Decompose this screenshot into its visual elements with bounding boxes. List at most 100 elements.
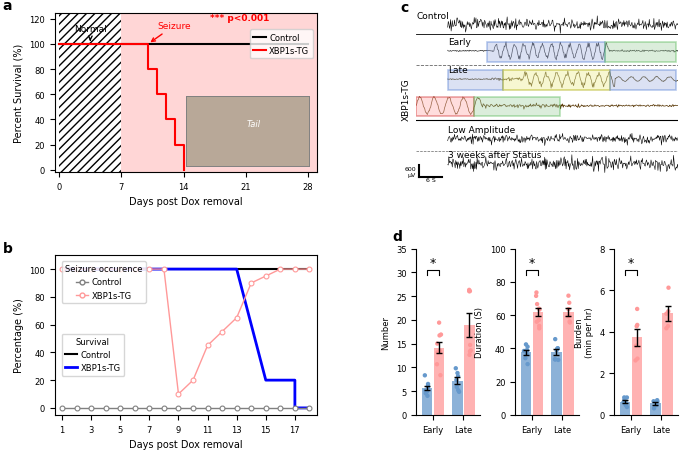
Point <box>649 405 660 412</box>
Point <box>465 347 476 354</box>
Point <box>434 348 445 355</box>
Point <box>661 310 672 318</box>
Point <box>432 361 443 368</box>
Point <box>521 347 532 354</box>
Point <box>632 322 643 329</box>
Point <box>550 336 561 343</box>
Point <box>534 325 545 332</box>
Y-axis label: Burden
(min per hr): Burden (min per hr) <box>574 307 594 357</box>
Bar <box>620 402 630 415</box>
Point <box>434 332 445 339</box>
Text: c: c <box>401 1 409 15</box>
Point <box>563 292 574 299</box>
Point <box>464 341 475 349</box>
Text: *: * <box>430 256 436 269</box>
Point <box>464 287 475 294</box>
Point <box>552 345 563 352</box>
Point <box>423 384 434 391</box>
Bar <box>610 71 675 91</box>
Point <box>464 288 475 295</box>
Point <box>563 306 574 313</box>
Bar <box>464 325 475 415</box>
Point <box>519 348 530 355</box>
Point <box>564 313 575 320</box>
Text: *: * <box>529 256 535 269</box>
Point <box>532 301 543 308</box>
Point <box>534 322 545 330</box>
Y-axis label: Duration (S): Duration (S) <box>475 307 484 358</box>
Point <box>521 341 532 348</box>
Text: Normal: Normal <box>74 25 107 41</box>
Bar <box>563 312 574 415</box>
X-axis label: Days post Dox removal: Days post Dox removal <box>129 439 242 449</box>
Point <box>652 398 663 405</box>
Point <box>520 355 531 362</box>
Point <box>531 293 542 300</box>
Point <box>564 319 575 327</box>
Point <box>552 345 563 352</box>
X-axis label: Days post Dox removal: Days post Dox removal <box>129 197 242 207</box>
Legend: Control, XBP1s-TG: Control, XBP1s-TG <box>250 30 312 59</box>
Point <box>464 348 475 355</box>
Text: b: b <box>3 241 12 255</box>
Point <box>434 348 445 355</box>
Point <box>422 392 433 400</box>
Point <box>419 372 430 379</box>
Point <box>420 387 431 394</box>
Bar <box>434 348 445 415</box>
Point <box>432 340 443 347</box>
Point <box>423 381 434 388</box>
Point <box>521 350 532 358</box>
Point <box>620 398 631 405</box>
Text: Low Amplitude: Low Amplitude <box>448 126 515 135</box>
Text: XBP1s-TG: XBP1s-TG <box>402 78 411 121</box>
Point <box>630 342 641 350</box>
Point <box>621 394 632 401</box>
Point <box>621 404 632 411</box>
Point <box>451 377 462 384</box>
Text: Control: Control <box>416 12 449 20</box>
Text: *: * <box>628 256 634 269</box>
Point <box>522 347 533 354</box>
Point <box>421 388 432 396</box>
Point <box>534 305 545 313</box>
Text: Early: Early <box>448 38 471 47</box>
Point <box>434 319 445 327</box>
Point <box>553 356 564 364</box>
Point <box>661 325 672 332</box>
Point <box>631 323 642 330</box>
Point <box>618 399 629 406</box>
Bar <box>421 388 432 415</box>
Text: d: d <box>392 230 402 244</box>
Text: 600
μV: 600 μV <box>405 166 416 177</box>
Bar <box>551 352 562 415</box>
Point <box>651 402 662 409</box>
Bar <box>632 338 643 415</box>
Y-axis label: Percentage (%): Percentage (%) <box>14 298 24 373</box>
Legend: Control, XBP1s-TG: Control, XBP1s-TG <box>62 334 124 376</box>
Bar <box>605 42 675 62</box>
Point <box>533 317 544 324</box>
Bar <box>452 381 462 415</box>
Bar <box>474 97 560 117</box>
Text: 6 S: 6 S <box>426 178 436 183</box>
Text: Seizure: Seizure <box>151 22 192 42</box>
Point <box>550 356 561 364</box>
Point <box>532 318 543 326</box>
Point <box>564 299 575 307</box>
Bar <box>662 314 673 415</box>
Point <box>464 351 475 359</box>
Point <box>619 394 630 401</box>
Point <box>648 398 659 405</box>
Bar <box>533 312 543 415</box>
Point <box>531 289 542 296</box>
Point <box>663 285 674 292</box>
Bar <box>448 71 503 91</box>
Point <box>451 383 462 391</box>
Point <box>453 373 464 380</box>
Point <box>522 361 533 368</box>
Y-axis label: Percent Survival (%): Percent Survival (%) <box>14 44 24 143</box>
Bar <box>650 403 660 415</box>
Point <box>432 349 443 356</box>
Point <box>549 356 560 363</box>
